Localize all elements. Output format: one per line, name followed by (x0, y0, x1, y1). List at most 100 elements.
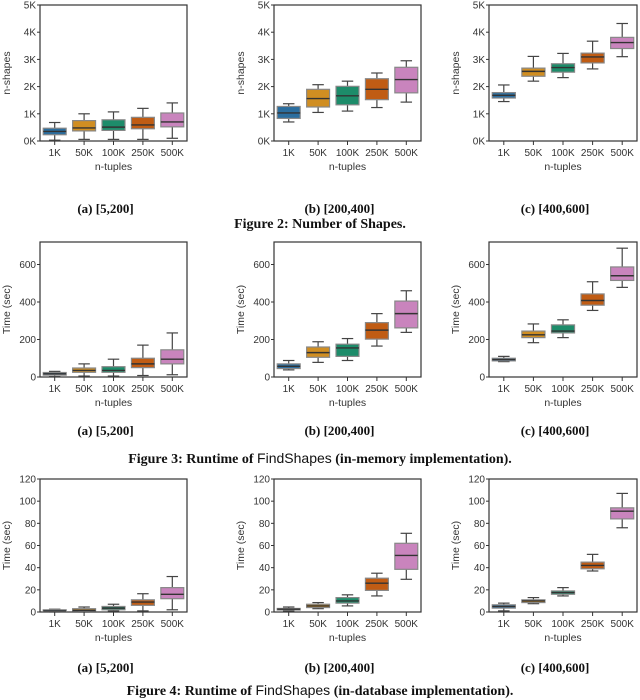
y-axis-label: Time (sec) (235, 521, 247, 570)
x-tick-label: 250K (581, 384, 605, 395)
box-100K (550, 52, 576, 79)
boxplot-panel: 0K 1K 2K 3K 4K 5K n-shapes 1K 50K 100K 250K 500K n-t… (235, 1, 422, 173)
x-tick-label: 100K (102, 384, 126, 395)
box-1K (276, 359, 301, 371)
box-500K (160, 332, 185, 376)
y-axis-label: Time (sec) (1, 521, 13, 570)
x-tick-label: 500K (395, 148, 419, 159)
x-axis-label: n-tuples (544, 397, 581, 409)
y-tick-label: 3K (24, 55, 37, 66)
box-50K (72, 363, 97, 377)
box-500K (160, 102, 185, 139)
y-tick-label: 60 (474, 541, 486, 552)
iqr-box (101, 119, 126, 131)
y-tick-label: 600 (253, 260, 270, 271)
x-tick-label: 500K (395, 619, 419, 630)
subfigure-caption: (b) [200,400] (304, 423, 375, 438)
box-500K (610, 22, 635, 58)
y-axis-label: Time (sec) (450, 285, 462, 334)
iqr-box (394, 542, 419, 570)
box-250K (130, 593, 155, 612)
y-tick-label: 60 (25, 541, 37, 552)
caption-prefix: Figure 3: Runtime of (128, 452, 258, 467)
iqr-box (130, 116, 155, 130)
y-tick-label: 40 (25, 563, 37, 574)
boxplot-panel: 0K 1K 2K 3K 4K 5K n-shapes 1K 50K 100K 250K 500K n-t… (1, 1, 188, 173)
boxplot-panel: 0 200 400 600 Time (sec) 1K 50K 100K 250K 500K n-t… (235, 241, 422, 409)
box-50K (521, 323, 546, 344)
subfigure-caption: (a) [5,200] (77, 201, 134, 216)
box-500K (394, 60, 419, 103)
x-tick-label: 50K (525, 384, 543, 395)
box-250K (364, 313, 389, 347)
box-50K (72, 113, 97, 140)
iqr-box (580, 293, 605, 306)
box-100K (101, 603, 126, 612)
x-tick-label: 100K (551, 384, 575, 395)
x-axis-label: n-tuples (95, 397, 132, 409)
x-tick-label: 1K (49, 619, 62, 630)
iqr-box (72, 119, 97, 132)
y-tick-label: 20 (25, 585, 37, 596)
box-100K (335, 337, 360, 362)
box-50K (306, 341, 331, 363)
x-axis-label: n-tuples (329, 397, 366, 409)
iqr-box (610, 507, 635, 520)
y-tick-label: 1K (473, 109, 486, 120)
x-tick-label: 250K (365, 148, 389, 159)
x-axis-label: n-tuples (95, 632, 132, 644)
x-tick-label: 250K (581, 148, 605, 159)
box-100K (335, 594, 360, 607)
y-tick-label: 100 (468, 497, 485, 508)
x-tick-label: 1K (283, 619, 296, 630)
x-tick-label: 250K (131, 384, 155, 395)
x-tick-label: 100K (551, 619, 575, 630)
box-250K (364, 72, 389, 109)
x-tick-label: 1K (49, 148, 62, 159)
caption-suffix: (in-database implementation). (330, 684, 514, 699)
y-tick-label: 2K (258, 82, 271, 93)
box-250K (580, 40, 605, 70)
x-tick-label: 50K (75, 384, 93, 395)
y-tick-label: 400 (468, 298, 485, 309)
box-50K (72, 606, 97, 613)
subfigure-caption: (c) [400,600] (520, 660, 590, 675)
y-tick-label: 4K (473, 28, 486, 39)
x-tick-label: 100K (336, 384, 360, 395)
y-axis-label: Time (sec) (1, 285, 13, 334)
box-50K (306, 601, 331, 610)
iqr-box (160, 112, 185, 128)
iqr-box (364, 577, 389, 591)
box-1K (491, 355, 516, 363)
x-axis-label: n-tuples (95, 161, 132, 173)
y-axis-label: Time (sec) (235, 285, 247, 334)
y-axis-label: n-shapes (1, 51, 13, 94)
boxplot-panel: 0 20 40 60 80 100 120 Time (sec) 1K 50K 100K 250K 50… (235, 475, 422, 644)
y-tick-label: 60 (259, 541, 271, 552)
x-tick-label: 1K (498, 148, 511, 159)
x-tick-label: 500K (611, 619, 635, 630)
caption-code: FindShapes (257, 450, 332, 466)
box-250K (364, 572, 389, 597)
x-axis-label: n-tuples (329, 632, 366, 644)
y-tick-label: 200 (468, 335, 485, 346)
x-tick-label: 250K (131, 619, 155, 630)
y-axis-label: n-shapes (235, 51, 247, 94)
box-500K (610, 247, 635, 288)
y-tick-label: 5K (258, 1, 271, 12)
x-tick-label: 50K (309, 384, 327, 395)
plot-frame (488, 241, 638, 378)
y-tick-label: 4K (258, 28, 271, 39)
box-250K (130, 344, 155, 377)
x-axis-label: n-tuples (329, 161, 366, 173)
box-1K (276, 103, 301, 123)
box-100K (550, 587, 576, 597)
subfigure-caption: (b) [200,400] (304, 201, 375, 216)
boxplot-panel: 0 200 400 600 Time (sec) 1K 50K 100K 250K 500K n-t… (450, 241, 638, 409)
box-500K (394, 532, 419, 580)
x-tick-label: 1K (498, 619, 511, 630)
y-tick-label: 600 (19, 260, 36, 271)
y-tick-label: 0 (30, 608, 36, 619)
x-tick-label: 500K (161, 384, 185, 395)
box-50K (521, 55, 546, 82)
